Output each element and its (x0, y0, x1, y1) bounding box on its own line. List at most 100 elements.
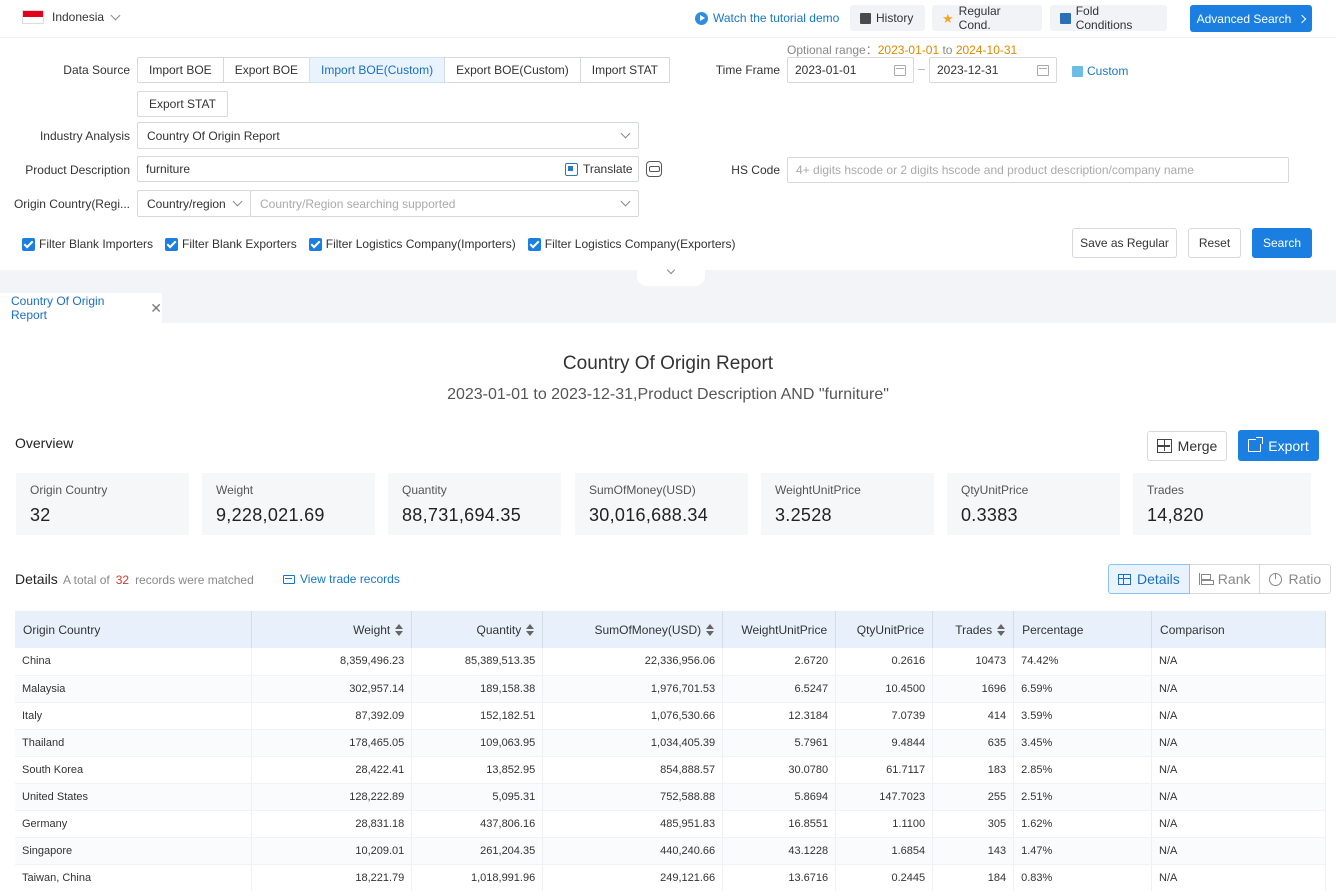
country-selector[interactable]: Indonesia (22, 10, 121, 24)
filter-checkboxes: Filter Blank Importers Filter Blank Expo… (22, 237, 748, 251)
cell-trades: 1696 (932, 675, 1015, 703)
sort-icon[interactable] (395, 624, 404, 637)
data-source-import-boe-custom[interactable]: Import BOE(Custom) (309, 57, 446, 83)
save-as-regular-button[interactable]: Save as Regular (1072, 228, 1177, 258)
pie-chart-icon (1269, 572, 1283, 586)
stat-value: 3.2528 (775, 505, 832, 525)
column-header-percentage: Percentage (1013, 611, 1153, 648)
stat-value: 14,820 (1147, 505, 1204, 525)
column-header-sum-of-money[interactable]: SumOfMoney(USD) (542, 611, 724, 648)
reset-button[interactable]: Reset (1188, 228, 1241, 258)
column-label: QtyUnitPrice (856, 622, 925, 637)
top-bar: Indonesia Watch the tutorial demo Histor… (0, 0, 1336, 38)
collapse-toggle[interactable] (637, 265, 705, 286)
column-header-trades[interactable]: Trades (932, 611, 1015, 648)
stat-label: Trades (1147, 483, 1184, 497)
column-label: Origin Country (23, 622, 101, 637)
tab-country-of-origin-report[interactable]: Country Of Origin Report ✕ (0, 293, 162, 323)
filter-blank-exporters[interactable]: Filter Blank Exporters (165, 237, 297, 251)
end-date-input[interactable]: 2023-12-31 (929, 57, 1057, 83)
advanced-search-label: Advanced Search (1196, 11, 1292, 26)
view-ratio-button[interactable]: Ratio (1259, 564, 1332, 594)
filter-logistics-exporters[interactable]: Filter Logistics Company(Exporters) (527, 237, 736, 251)
data-source-group: Import BOE Export BOE Import BOE(Custom)… (137, 57, 671, 83)
cell-weight-unit-price: 12.3184 (722, 702, 837, 730)
records-prefix: A total of (63, 573, 110, 587)
regular-cond-label: Regular Cond. (958, 4, 1001, 32)
cell-origin-country: Germany (15, 810, 253, 838)
cell-qty-unit-price: 1.1100 (835, 810, 934, 838)
origin-mode-select[interactable]: Country/region (137, 190, 251, 217)
stat-label: QtyUnitPrice (961, 483, 1029, 497)
export-icon (1248, 437, 1264, 452)
column-header-weight[interactable]: Weight (251, 611, 413, 648)
end-date-value: 2023-12-31 (937, 63, 999, 77)
export-button[interactable]: Export (1238, 430, 1319, 461)
cell-sum-of-money: 1,034,405.39 (542, 729, 724, 757)
cell-weight: 87,392.09 (251, 702, 413, 730)
cell-comparison: N/A (1151, 783, 1326, 811)
start-date-input[interactable]: 2023-01-01 (787, 57, 914, 83)
cell-trades: 143 (932, 837, 1015, 865)
view-trade-records-link[interactable]: View trade records (283, 572, 400, 586)
column-header-weight-unit-price: WeightUnitPrice (722, 611, 837, 648)
report-title: Country Of Origin Report (562, 353, 774, 374)
export-label: Export (1268, 437, 1309, 454)
data-source-export-boe[interactable]: Export BOE (222, 57, 311, 83)
data-source-import-stat[interactable]: Import STAT (579, 57, 671, 83)
product-description-input[interactable]: furniture (137, 156, 639, 182)
filter-logistics-importers[interactable]: Filter Logistics Company(Importers) (308, 237, 516, 251)
data-source-export-stat[interactable]: Export STAT (137, 91, 228, 117)
stat-value: 88,731,694.35 (402, 505, 522, 525)
regular-cond-button[interactable]: ★ Regular Cond. (932, 4, 1042, 32)
table-row: Thailand 178,465.05 109,063.95 1,034,405.39… (15, 729, 1326, 757)
origin-country-select[interactable]: Country/Region searching supported (250, 190, 639, 217)
sort-icon[interactable] (706, 624, 715, 637)
history-button[interactable]: History (850, 5, 925, 31)
cell-trades: 635 (932, 729, 1015, 757)
custom-range-link[interactable]: Custom (1072, 64, 1128, 78)
custom-label: Custom (1087, 64, 1129, 78)
hs-code-input[interactable]: 4+ digits hscode or 2 digits hscode and … (787, 157, 1289, 183)
data-source-export-boe-custom[interactable]: Export BOE(Custom) (444, 57, 581, 83)
sort-icon[interactable] (997, 624, 1006, 637)
column-label: Trades (955, 622, 993, 637)
tutorial-link[interactable]: Watch the tutorial demo (695, 11, 839, 25)
cell-origin-country: United States (15, 783, 253, 811)
column-header-quantity[interactable]: Quantity (411, 611, 544, 648)
cell-trades: 414 (932, 702, 1015, 730)
table-row: Malaysia 302,957.14 189,158.38 1,976,701.53… (15, 675, 1326, 703)
records-count: 32 (115, 573, 130, 587)
view-rank-button[interactable]: Rank (1188, 564, 1261, 594)
cell-percentage: 6.59% (1013, 675, 1153, 703)
cell-quantity: 85,389,513.35 (411, 648, 544, 676)
cell-percentage: 1.62% (1013, 810, 1153, 838)
search-button[interactable]: Search (1252, 228, 1312, 258)
cell-sum-of-money: 1,976,701.53 (542, 675, 724, 703)
column-label: Comparison (1160, 622, 1225, 637)
translate-button[interactable]: Translate (565, 162, 633, 176)
checkbox-checked-icon (22, 237, 35, 251)
origin-country-label: Origin Country(Regi... (13, 197, 130, 211)
optional-range: Optional range：2023-01-01 to 2024-10-31 (787, 41, 1017, 58)
optional-to: 2024-10-31 (955, 43, 1018, 57)
details-table: Origin Country Weight Quantity SumOfMone… (15, 611, 1326, 891)
ai-assistant-icon[interactable] (646, 161, 662, 177)
hs-code-label: HS Code (731, 163, 780, 177)
view-details-button[interactable]: Details (1108, 564, 1190, 594)
stat-label: Weight (216, 483, 254, 497)
filter-blank-importers[interactable]: Filter Blank Importers (22, 237, 153, 251)
data-source-import-boe[interactable]: Import BOE (137, 57, 224, 83)
advanced-search-button[interactable]: Advanced Search (1190, 5, 1312, 32)
stat-label: SumOfMoney(USD) (589, 483, 696, 497)
cell-weight: 18,221.79 (251, 864, 413, 891)
cell-trades: 305 (932, 810, 1015, 838)
sort-icon[interactable] (526, 624, 535, 637)
close-icon[interactable]: ✕ (150, 300, 162, 316)
industry-analysis-select[interactable]: Country Of Origin Report (137, 122, 639, 149)
view-label: Rank (1217, 571, 1251, 587)
merge-button[interactable]: Merge (1147, 431, 1227, 461)
fold-conditions-button[interactable]: Fold Conditions (1050, 4, 1167, 32)
cell-comparison: N/A (1151, 729, 1326, 757)
cell-weight-unit-price: 30.0780 (722, 756, 837, 784)
